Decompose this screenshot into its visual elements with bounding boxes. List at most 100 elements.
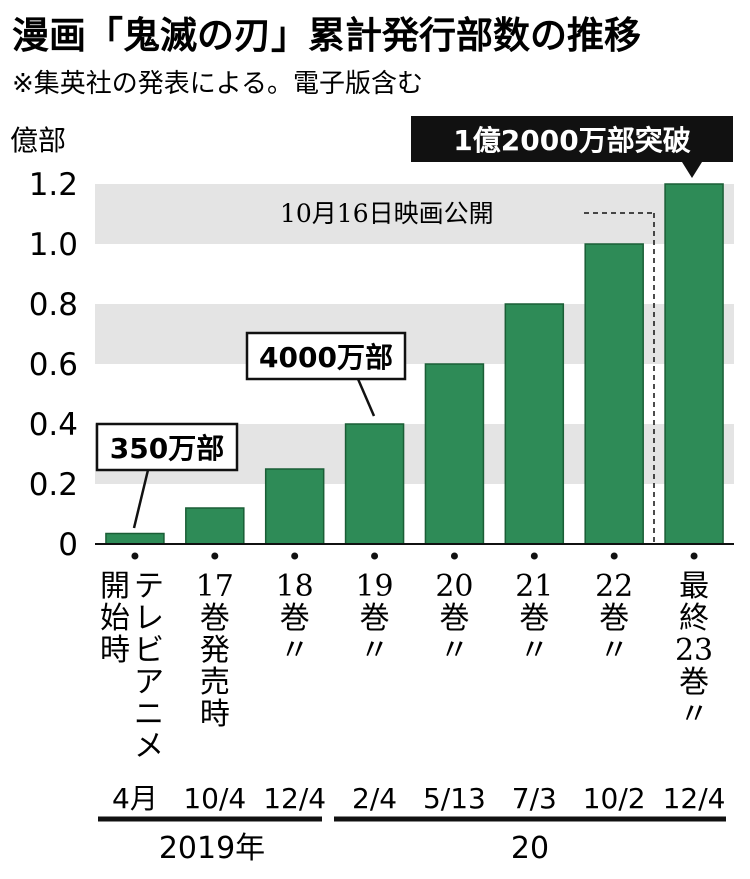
date-label: 7/3 xyxy=(512,782,557,815)
date-label: 2/4 xyxy=(352,782,397,815)
date-label: 12/4 xyxy=(263,782,326,815)
category-label-char: 巻 xyxy=(679,665,709,700)
category-label-char: 終 xyxy=(679,601,709,636)
year-label-2020: 20 xyxy=(511,831,549,866)
category-label-char: 巻 xyxy=(360,601,390,636)
category-dot xyxy=(371,552,379,560)
date-label: 5/13 xyxy=(423,782,486,815)
category-label-char: 巻 xyxy=(439,601,469,636)
bar-series xyxy=(105,183,724,545)
date-label: 10/2 xyxy=(583,782,646,815)
category-label-char: 18 xyxy=(276,569,314,604)
category-label-char: 〃 xyxy=(679,697,709,732)
category-label-char: 19 xyxy=(355,569,393,604)
bar xyxy=(584,243,644,545)
category-label-char: 巻 xyxy=(280,601,310,636)
chart-subtitle: ※集英社の発表による。電子版含む xyxy=(12,69,423,99)
bar xyxy=(664,183,724,545)
callout-4000: 4000万部 xyxy=(245,331,407,417)
category-dots xyxy=(131,552,698,560)
category-dot xyxy=(610,552,618,560)
category-label: 22巻〃 xyxy=(595,569,633,668)
chart-title: 漫画「鬼滅の刃」累計発行部数の推移 xyxy=(12,14,641,57)
y-tick-label: 1.2 xyxy=(29,167,78,203)
callout-350-text: 350万部 xyxy=(110,432,224,465)
category-label-char: 23 xyxy=(675,633,713,668)
bar xyxy=(504,303,565,545)
category-label: 18巻〃 xyxy=(276,569,314,668)
category-dot xyxy=(690,552,698,560)
callout-12000-text: 1億2000万部突破 xyxy=(453,124,690,157)
category-label-char: 21 xyxy=(515,569,553,604)
category-dot xyxy=(211,552,219,560)
category-dot xyxy=(131,552,139,560)
y-axis-unit: 億部 xyxy=(10,124,66,157)
date-label: 12/4 xyxy=(663,782,726,815)
y-tick-label: 0 xyxy=(58,527,78,563)
category-label: 19巻〃 xyxy=(355,569,393,668)
bar xyxy=(344,423,405,545)
y-axis-ticks: 1.2 1.0 0.8 0.6 0.4 0.2 0 xyxy=(29,167,78,563)
y-tick-label: 0.8 xyxy=(29,287,78,323)
category-label-char: 巻 xyxy=(519,601,549,636)
category-label-char: 時 xyxy=(200,697,230,732)
callout-350-pointer xyxy=(132,469,150,529)
callout-4000-pointer xyxy=(356,378,376,417)
category-label-char: 〃 xyxy=(280,633,310,668)
category-label-char: 〃 xyxy=(439,633,469,668)
category-label-char: 発 xyxy=(200,633,230,668)
category-dot xyxy=(291,552,299,560)
y-tick-label: 0.6 xyxy=(29,347,78,383)
y-tick-label: 0.4 xyxy=(29,407,78,443)
callout-350: 350万部 xyxy=(95,422,239,529)
category-labels: テレビアニメ開始時17巻発売時18巻〃19巻〃20巻〃21巻〃22巻〃最終23巻… xyxy=(100,569,713,764)
category-label-char: ア xyxy=(134,665,164,700)
category-label-char: 最 xyxy=(679,569,709,604)
callout-350-box xyxy=(95,422,239,472)
category-label-char: 17 xyxy=(196,569,234,604)
category-label: 20巻〃 xyxy=(435,569,473,668)
date-label: 10/4 xyxy=(183,782,246,815)
category-label-char: メ xyxy=(134,729,164,764)
category-label-char: ニ xyxy=(134,697,164,732)
y-tick-label: 0.2 xyxy=(29,467,78,503)
callout-12000-box xyxy=(411,116,733,162)
bar xyxy=(264,468,325,545)
category-label-char: 時 xyxy=(100,633,130,668)
movie-release-text: 10月16日映画公開 xyxy=(280,199,494,228)
movie-release-annotation: 10月16日映画公開 xyxy=(280,199,655,544)
category-label-char: 始 xyxy=(100,601,130,636)
category-label-char: 〃 xyxy=(519,633,549,668)
category-label-char: 20 xyxy=(435,569,473,604)
date-labels: 4月 10/4 12/4 2/4 5/13 7/3 10/2 12/4 xyxy=(112,782,725,815)
category-label-char: レ xyxy=(134,601,164,636)
category-dot xyxy=(530,552,538,560)
bar xyxy=(424,363,485,545)
date-label: 4月 xyxy=(112,782,158,815)
category-label-char: 22 xyxy=(595,569,633,604)
category-label-char: テ xyxy=(134,569,164,604)
category-label-char: 開 xyxy=(100,569,130,604)
callout-12000: 1億2000万部突破 xyxy=(411,116,733,178)
bar xyxy=(185,507,245,545)
callout-4000-text: 4000万部 xyxy=(259,341,393,374)
year-label-2019: 2019年 xyxy=(159,831,265,866)
category-dot xyxy=(450,552,458,560)
grid-band xyxy=(95,184,734,244)
callout-4000-box xyxy=(245,331,407,381)
category-label-char: 〃 xyxy=(599,633,629,668)
category-label-char: 売 xyxy=(200,665,230,700)
category-label-char: ビ xyxy=(134,633,164,668)
category-label-char: 巻 xyxy=(599,601,629,636)
category-label-char: 〃 xyxy=(360,633,390,668)
bar xyxy=(105,532,165,545)
y-tick-label: 1.0 xyxy=(29,227,78,263)
category-label-char: 巻 xyxy=(200,601,230,636)
callout-12000-pointer xyxy=(682,162,702,178)
category-label: 21巻〃 xyxy=(515,569,553,668)
year-axis: 2019年 20 xyxy=(98,816,726,866)
